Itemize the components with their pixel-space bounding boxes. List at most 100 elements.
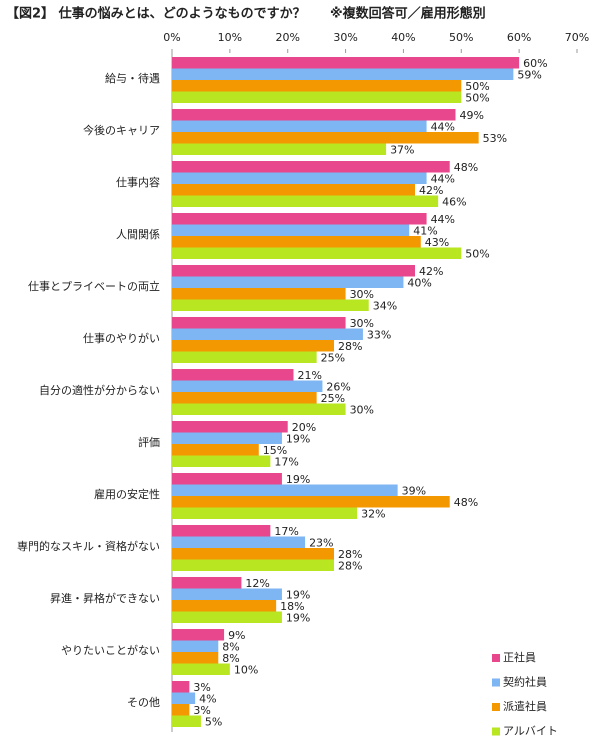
data-label: 12% [245, 577, 269, 590]
data-label: 8% [222, 640, 239, 653]
y-tick-label: 今後のキャリア [83, 123, 160, 137]
data-label: 21% [298, 369, 322, 382]
bar [172, 559, 334, 571]
bar [172, 704, 190, 716]
legend-swatch [492, 654, 500, 662]
data-label: 17% [274, 525, 298, 538]
data-label: 44% [431, 172, 455, 185]
y-tick-label: 昇進・昇格ができない [50, 591, 160, 605]
bar [172, 161, 450, 173]
bar [172, 68, 514, 80]
data-label: 42% [419, 265, 443, 278]
bar [172, 132, 479, 144]
y-tick-label: やりたいことがない [61, 643, 160, 657]
y-tick-label: 自分の適性が分からない [39, 383, 160, 397]
data-label: 44% [431, 213, 455, 226]
x-tick-label: 10% [218, 31, 242, 44]
bar [172, 392, 317, 404]
bar [172, 455, 271, 467]
y-tick-label: その他 [127, 696, 160, 709]
data-label: 19% [286, 432, 310, 445]
y-tick-label: 仕事のやりがい [83, 331, 160, 345]
legend-swatch [492, 678, 500, 687]
data-label: 48% [454, 161, 478, 174]
bar [172, 80, 462, 92]
bar [172, 507, 358, 519]
bar [172, 91, 462, 103]
bar [172, 265, 415, 277]
data-label: 25% [321, 392, 345, 405]
bar [172, 681, 190, 693]
data-label: 3% [193, 704, 210, 717]
data-label: 53% [483, 132, 507, 145]
bar [172, 421, 288, 433]
data-label: 40% [407, 276, 431, 289]
legend-label: 正社員 [503, 650, 536, 664]
bar [172, 288, 346, 300]
bar [172, 120, 427, 132]
data-label: 26% [326, 380, 350, 393]
bar [172, 525, 271, 537]
data-label: 28% [338, 559, 362, 572]
bar [172, 380, 323, 392]
chart-subtitle: ※複数回答可／雇用形態別 [330, 6, 486, 22]
bar [172, 715, 201, 727]
bar [172, 663, 230, 675]
data-label: 42% [419, 184, 443, 197]
y-tick-label: 評価 [138, 435, 160, 449]
bar [172, 640, 219, 652]
bar [172, 351, 317, 363]
y-tick-label: 雇用の安定性 [94, 487, 160, 501]
x-tick-label: 40% [391, 31, 415, 44]
data-label: 41% [413, 224, 437, 237]
data-label: 50% [465, 80, 489, 93]
bar [172, 247, 462, 259]
bar [172, 195, 439, 207]
data-label: 59% [517, 68, 541, 81]
data-label: 46% [442, 195, 466, 208]
bar [172, 473, 282, 485]
bar [172, 496, 450, 508]
bar [172, 328, 363, 340]
bar [172, 143, 387, 155]
data-label: 30% [350, 288, 374, 301]
data-label: 18% [280, 600, 304, 613]
data-label: 48% [454, 496, 478, 509]
data-label: 15% [263, 444, 287, 457]
bar [172, 57, 520, 69]
legend-swatch [492, 727, 500, 736]
data-label: 10% [234, 663, 258, 676]
x-tick-label: 60% [507, 31, 531, 44]
bar [172, 317, 346, 329]
bar [172, 611, 282, 623]
data-label: 20% [292, 421, 316, 434]
x-tick-label: 0% [163, 31, 180, 44]
bar [172, 276, 404, 288]
bar [172, 444, 259, 456]
bar [172, 369, 294, 381]
data-label: 17% [274, 455, 298, 468]
legend-label: 派遣社員 [503, 699, 547, 713]
data-label: 19% [286, 611, 310, 624]
data-label: 28% [338, 548, 362, 561]
bar [172, 588, 282, 600]
bar [172, 536, 306, 548]
y-tick-label: 人間関係 [116, 228, 160, 241]
bar [172, 629, 225, 641]
bar [172, 184, 415, 196]
bar [172, 403, 346, 415]
bar [172, 224, 410, 236]
data-label: 30% [350, 317, 374, 330]
chart-title: 【図2】 仕事の悩みとは、どのようなものですか？ [6, 6, 306, 22]
bar [172, 236, 421, 248]
bar [172, 172, 427, 184]
bar [172, 213, 427, 225]
bar [172, 692, 196, 704]
data-label: 19% [286, 473, 310, 486]
bar [172, 652, 219, 664]
data-label: 44% [431, 120, 455, 133]
bar [172, 340, 334, 352]
data-label: 39% [402, 484, 426, 497]
data-label: 25% [321, 351, 345, 364]
bar [172, 484, 398, 496]
